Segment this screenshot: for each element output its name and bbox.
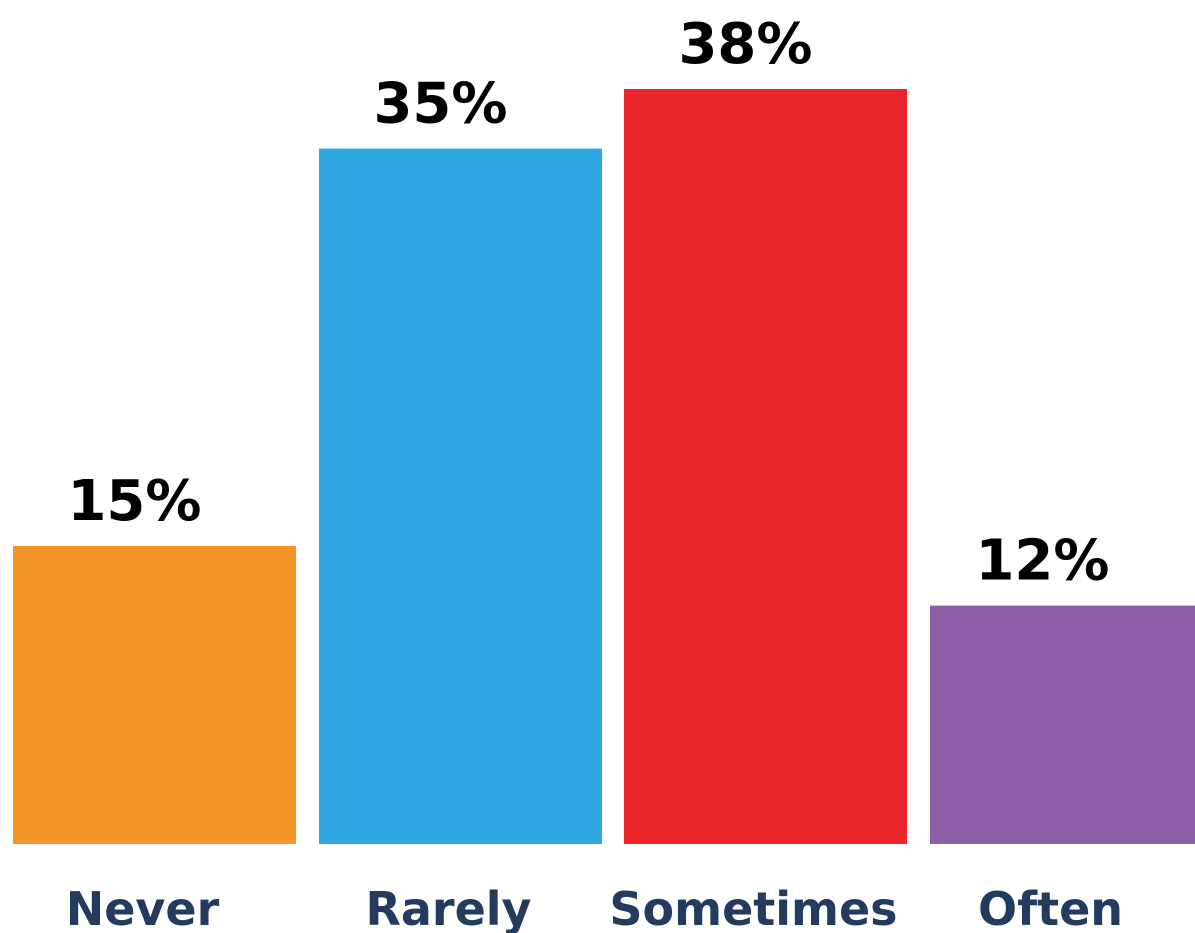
bar-often <box>930 605 1195 844</box>
value-label-never: 15% <box>67 469 201 534</box>
category-label-rarely: Rarely <box>365 882 531 933</box>
bar-sometimes <box>624 89 907 844</box>
category-label-sometimes: Sometimes <box>609 882 897 933</box>
value-label-rarely: 35% <box>373 72 507 137</box>
category-label-often: Often <box>978 882 1123 933</box>
value-label-sometimes: 38% <box>678 12 812 77</box>
category-label-never: Never <box>66 882 220 933</box>
bar-rarely <box>319 148 602 844</box>
value-label-often: 12% <box>975 529 1109 594</box>
bar-never <box>13 545 296 844</box>
